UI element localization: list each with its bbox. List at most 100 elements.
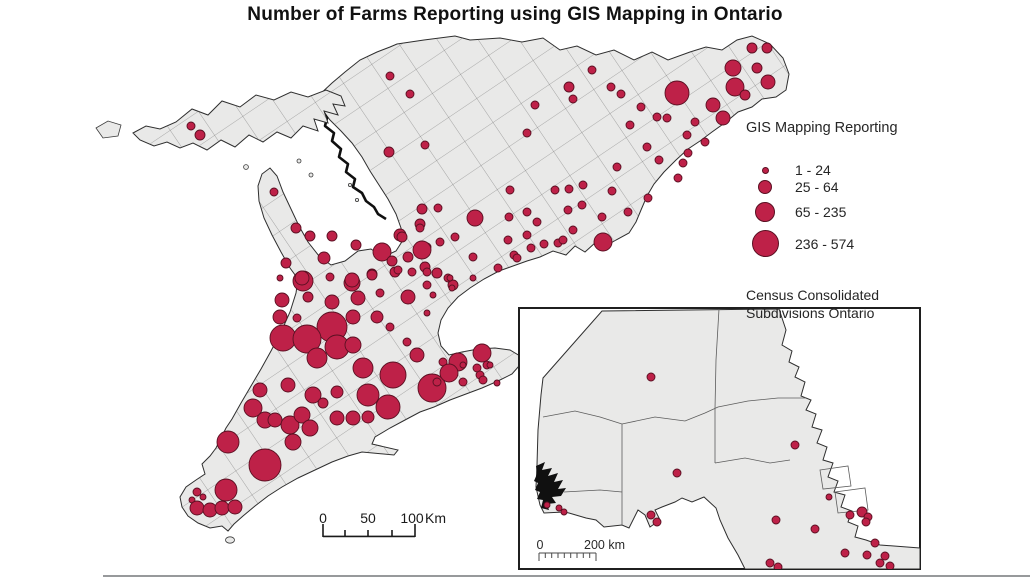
farm-count-symbol [361, 410, 375, 424]
farm-count-symbol [568, 94, 578, 104]
farm-count-symbol [522, 128, 532, 138]
legend-class-row: 25 - 64 [746, 179, 839, 195]
inset-district-boundaries [542, 308, 869, 525]
farm-count-symbol [301, 419, 319, 437]
farm-count-symbol [568, 225, 578, 235]
farm-count-symbol [248, 448, 282, 482]
farm-count-symbol [760, 74, 776, 90]
farm-count-symbol [652, 517, 662, 527]
farm-count-symbol [725, 77, 745, 97]
farm-count-symbol [625, 120, 635, 130]
farm-count-symbol [587, 65, 597, 75]
farm-count-symbol [840, 548, 850, 558]
northern-ontario-landmass [535, 308, 920, 569]
farm-count-symbol [292, 324, 322, 354]
inset-scale-label-200km: 200 km [584, 538, 625, 552]
farm-count-symbol [429, 291, 437, 299]
pelee-island [225, 536, 235, 544]
scale-label-50: 50 [360, 510, 376, 526]
farm-count-symbol [563, 81, 575, 93]
legend-class-row: 65 - 235 [746, 202, 846, 222]
farm-count-symbol [505, 185, 515, 195]
farm-count-symbol [678, 158, 688, 168]
farm-count-symbol [672, 468, 682, 478]
farm-count-symbol [810, 524, 820, 534]
farm-count-symbol [326, 230, 338, 242]
legend-class-symbol [761, 166, 769, 174]
farm-count-symbol [472, 343, 492, 363]
farm-count-symbol [790, 440, 800, 450]
farm-count-symbol [664, 80, 690, 106]
farm-count-symbol [416, 203, 428, 215]
farm-count-symbol [700, 137, 710, 147]
farm-count-symbol [885, 561, 895, 569]
farm-count-symbol [344, 272, 360, 288]
farm-count-symbol [400, 289, 416, 305]
farm-count-symbol [306, 347, 328, 369]
farm-count-symbol [526, 243, 536, 253]
farm-count-symbol [304, 386, 322, 404]
farm-count-symbol [350, 239, 362, 251]
farm-count-symbol [543, 501, 551, 509]
farm-count-symbol [478, 375, 488, 385]
lake-of-the-woods [534, 462, 566, 510]
farm-count-symbol [715, 110, 731, 126]
inset-scale-bar-ticks [538, 552, 597, 561]
farm-count-symbol [385, 322, 395, 332]
manitoulin-subdivisions [133, 90, 345, 150]
farm-count-symbol [682, 130, 692, 140]
georgian-bay-rugged-shore [319, 107, 387, 221]
farm-count-symbol [304, 230, 316, 242]
farm-count-symbol [530, 100, 540, 110]
farm-count-symbol [290, 222, 302, 234]
farm-count-symbol [302, 291, 314, 303]
farm-count-symbol [646, 510, 656, 520]
farm-count-symbol [773, 562, 783, 569]
farm-count-symbol [280, 415, 300, 435]
farm-count-symbol [252, 382, 268, 398]
farm-count-symbol [503, 235, 513, 245]
farm-count-symbol [466, 209, 484, 227]
census-subdivision-boundaries [180, 36, 789, 531]
farm-count-symbol [227, 499, 243, 515]
inset-map: 0 200 km [518, 307, 921, 570]
farm-count-symbol [280, 257, 292, 269]
farm-count-symbol [370, 310, 384, 324]
farm-count-symbol [216, 430, 240, 454]
farm-count-symbol [199, 493, 207, 501]
farm-count-symbol [550, 185, 560, 195]
scale-unit: Km [425, 510, 446, 526]
farm-count-symbol [272, 309, 288, 325]
farm-count-symbol [284, 433, 302, 451]
farm-count-symbol [522, 207, 532, 217]
farm-count-symbol [458, 377, 468, 387]
farm-count-symbol [317, 251, 331, 265]
farm-count-symbol [386, 255, 398, 267]
farm-count-symbol [372, 242, 392, 262]
farm-count-symbol [379, 361, 407, 389]
farm-count-symbol [269, 187, 279, 197]
farm-count-symbol [186, 121, 196, 131]
farm-count-symbol [431, 267, 443, 279]
farm-count-symbol [435, 237, 445, 247]
legend-class-row: 1 - 24 [746, 162, 831, 178]
farm-count-symbol [276, 274, 284, 282]
farm-count-symbol [862, 550, 872, 560]
farm-count-symbol [192, 487, 202, 497]
farm-count-symbol [683, 148, 693, 158]
legend-class-row: 236 - 574 [746, 230, 854, 257]
farm-count-symbol [646, 372, 656, 382]
farm-count-symbol [652, 112, 662, 122]
farm-count-symbol [612, 162, 622, 172]
farm-count-symbol [317, 397, 329, 409]
inset-scale-label-0: 0 [537, 538, 544, 552]
farm-count-symbol [352, 357, 374, 379]
farm-count-symbol [560, 508, 568, 516]
farm-count-symbol [345, 410, 361, 426]
farm-count-symbol [280, 377, 296, 393]
farm-count-symbol [468, 252, 478, 262]
figure-title: Number of Farms Reporting using GIS Mapp… [247, 4, 783, 25]
farm-count-symbol [564, 184, 574, 194]
legend-classes: 1 - 24 25 - 64 65 - 235 236 - 574 [746, 136, 1008, 280]
